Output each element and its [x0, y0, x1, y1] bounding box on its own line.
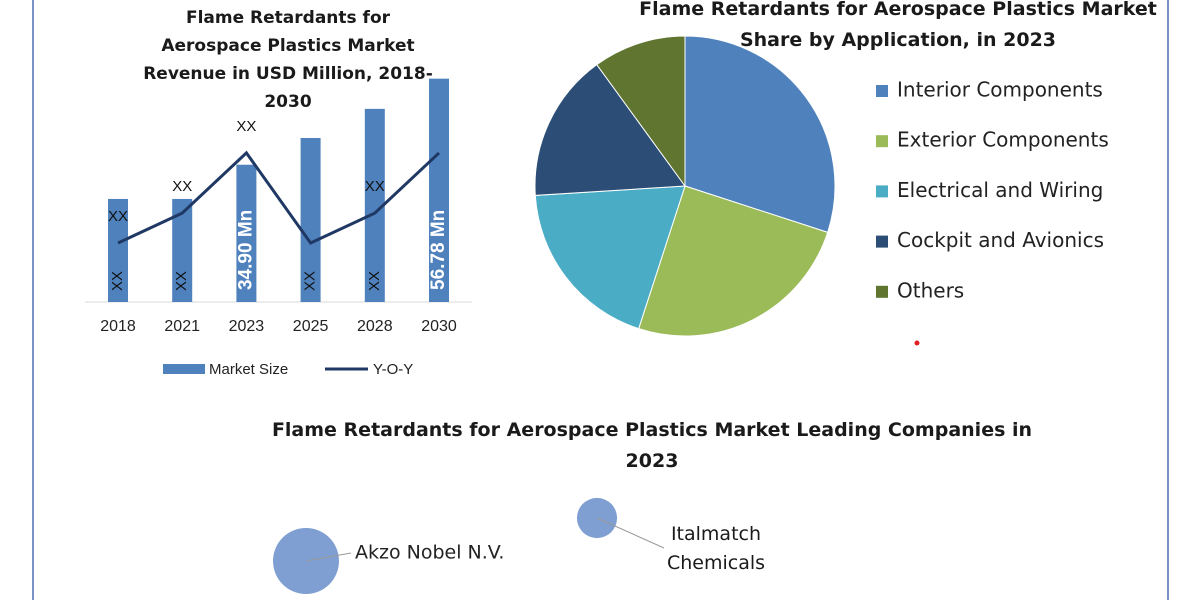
- x-tick-label: 2018: [100, 318, 136, 335]
- legend-swatch: [876, 285, 888, 298]
- bar: [172, 198, 193, 302]
- legend-swatch: [876, 235, 888, 248]
- bar: [364, 108, 385, 302]
- legend-label: Y-O-Y: [373, 361, 413, 378]
- legend-label: Interior Components: [897, 78, 1103, 102]
- x-tick-label: 2030: [421, 318, 457, 335]
- line-value-label: XX: [172, 178, 192, 195]
- bar-value-label: 56.78 Mn: [428, 210, 449, 290]
- bubble-label: Italmatch Chemicals: [666, 523, 766, 574]
- line-value-label: XX: [108, 208, 128, 225]
- pie-slice: [684, 35, 836, 233]
- bar-value-label: 34.90 Mn: [235, 210, 256, 290]
- legend-label: Electrical and Wiring: [897, 178, 1103, 202]
- x-tick-label: 2028: [357, 318, 393, 335]
- dot: [914, 340, 920, 346]
- pie-slice: [534, 185, 686, 330]
- chart-title: Flame Retardants for Aerospace Plastics …: [639, 0, 1157, 51]
- bar-value-label: XX: [366, 271, 383, 291]
- x-tick-label: 2023: [229, 318, 265, 335]
- chart-title: Flame Retardants for Aerospace Plastics …: [271, 419, 1033, 472]
- line-value-label: XX: [365, 178, 385, 195]
- legend-swatch: [876, 85, 888, 97]
- chart-title: Flame Retardants for Aerospace Plastics …: [143, 8, 433, 112]
- bar: [429, 78, 449, 302]
- pie-slice: [638, 185, 829, 337]
- bar: [300, 137, 321, 302]
- leader-line: [305, 552, 352, 562]
- bar: [236, 164, 257, 302]
- legend-swatch: [876, 185, 888, 198]
- legend-label: Market Size: [209, 361, 288, 378]
- bar-value-label: XX: [302, 271, 319, 291]
- legend-swatch: [163, 364, 205, 374]
- line-value-label: XX: [236, 118, 256, 135]
- pie-slice: [596, 35, 686, 188]
- legend-swatch: [876, 135, 888, 148]
- legend-label: Others: [897, 278, 964, 302]
- line: [117, 150, 441, 245]
- bar-value-label: XX: [173, 271, 190, 291]
- leader-line: [596, 517, 665, 549]
- pie-slice: [534, 63, 686, 196]
- x-tick-label: 2021: [164, 318, 200, 335]
- bubble-label: Akzo Nobel N.V.: [355, 542, 504, 564]
- legend-label: Exterior Components: [897, 128, 1109, 152]
- x-tick-label: 2025: [293, 318, 329, 335]
- bar: [108, 198, 128, 302]
- bar-value-label: XX: [109, 271, 126, 291]
- legend-label: Cockpit and Avionics: [897, 228, 1104, 252]
